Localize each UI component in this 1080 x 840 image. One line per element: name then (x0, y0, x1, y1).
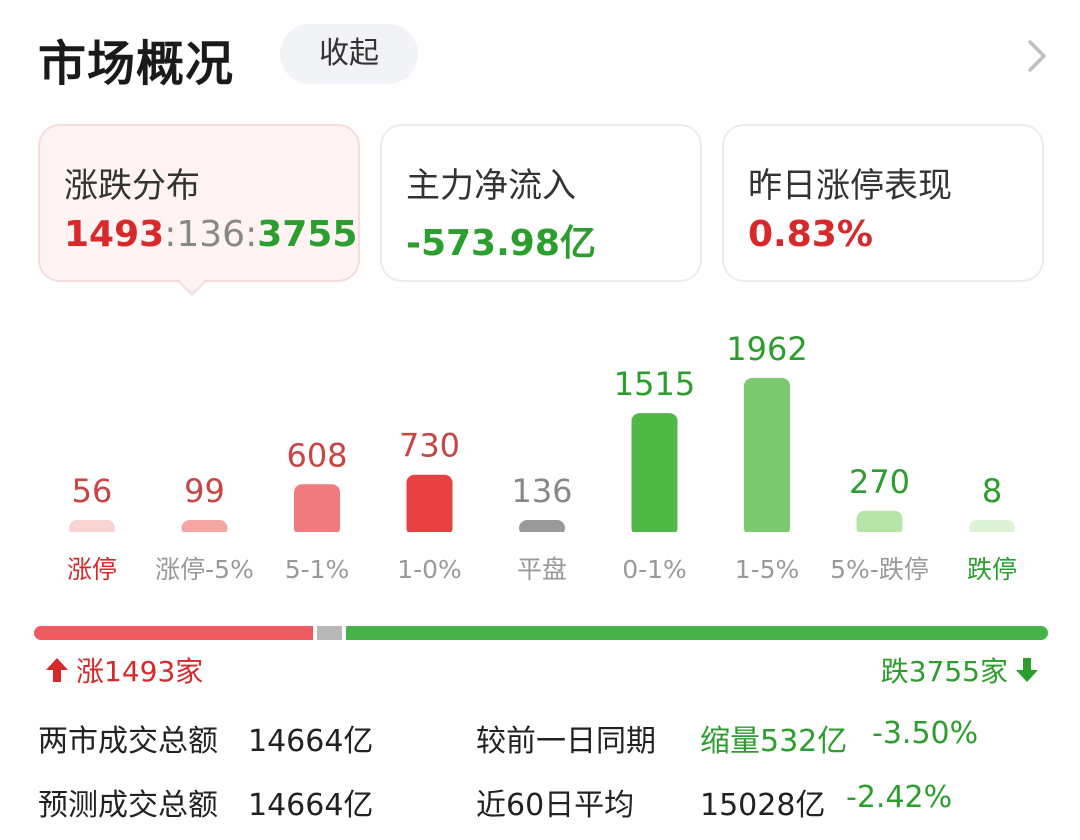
bar-value-label-0: 56 (72, 472, 113, 510)
ratio-flat-segment (317, 626, 342, 640)
forecast-label: 预测成交总额 (38, 788, 218, 823)
forecast-value: 14664亿 (248, 788, 374, 823)
net-inflow-card[interactable]: 主力净流入 -573.98亿 (380, 124, 702, 282)
bar-value-label-7: 270 (849, 463, 910, 501)
header: 市场概况 收起 (0, 0, 1080, 110)
turnover-change: 缩量532亿 (700, 724, 848, 759)
category-label-8: 跌停 (967, 555, 1017, 584)
collapse-button[interactable]: 收起 (280, 24, 418, 84)
category-label-3: 1-0% (397, 555, 462, 584)
distribution-sep-1: : (164, 214, 177, 255)
turnover-label: 两市成交总额 (38, 724, 218, 759)
bar-3 (406, 474, 453, 536)
category-label-4: 平盘 (517, 555, 567, 584)
distribution-down-count: 3755 (257, 214, 358, 255)
distribution-card-label: 涨跌分布 (64, 166, 200, 206)
active-card-pointer-fill (178, 279, 206, 293)
bar-value-label-2: 608 (286, 436, 347, 474)
distribution-flat-count: 136 (176, 214, 246, 255)
category-label-6: 1-5% (735, 555, 800, 584)
arrow-up-icon (46, 658, 68, 682)
forecast-compare-label: 近60日平均 (476, 788, 635, 823)
forecast-change-pct: -2.42% (846, 780, 953, 815)
category-label-2: 5-1% (285, 555, 350, 584)
net-inflow-card-label: 主力净流入 (406, 166, 576, 206)
bar-value-label-3: 730 (399, 427, 460, 465)
bar-5 (631, 413, 678, 536)
net-inflow-card-value: -573.98亿 (406, 223, 596, 264)
limit-up-performance-card-value: 0.83% (748, 214, 873, 255)
forecast-avg-value: 15028亿 (700, 788, 826, 823)
page-title: 市场概况 (38, 36, 235, 92)
up-down-ratio-bar (34, 626, 1048, 640)
bar-7 (856, 510, 903, 536)
bar-value-label-6: 1962 (726, 330, 807, 368)
ratio-up-segment (34, 626, 313, 640)
fall-count: 跌3755家 (881, 650, 1046, 690)
category-label-5: 0-1% (622, 555, 687, 584)
category-label-7: 5%-跌停 (830, 555, 929, 584)
chart-baseline-mask (0, 532, 1080, 538)
turnover-change-pct: -3.50% (872, 716, 979, 751)
distribution-up-count: 1493 (64, 214, 165, 255)
bar-6 (744, 378, 790, 536)
bar-2 (294, 484, 340, 536)
limit-up-performance-card-label: 昨日涨停表现 (748, 166, 952, 206)
fall-count-text: 跌3755家 (880, 655, 1008, 688)
rise-count: 涨1493家 (38, 650, 203, 690)
bar-value-label-8: 8 (982, 472, 1002, 510)
bar-value-label-1: 99 (184, 472, 225, 510)
turnover-value: 14664亿 (248, 724, 374, 759)
bar-value-label-4: 136 (511, 472, 572, 510)
ratio-down-segment (346, 626, 1048, 640)
category-label-0: 涨停 (67, 555, 117, 584)
distribution-sep-2: : (245, 214, 258, 255)
chevron-right-icon[interactable] (1022, 36, 1052, 76)
limit-up-performance-card[interactable]: 昨日涨停表现 0.83% (722, 124, 1044, 282)
rise-count-text: 涨1493家 (76, 655, 204, 688)
turnover-compare-label: 较前一日同期 (476, 724, 656, 759)
distribution-card-value: 1493:136:3755 (64, 214, 357, 255)
bar-value-label-5: 1515 (614, 365, 695, 403)
arrow-down-icon (1016, 658, 1038, 682)
distribution-card[interactable]: 涨跌分布 1493:136:3755 (38, 124, 360, 282)
distribution-bar-chart: 56 涨停 99 涨停-5% 608 5-1% 730 1-0% 136 平盘 1515 0-1% 19… (0, 330, 1080, 584)
category-label-1: 涨停-5% (155, 555, 254, 584)
